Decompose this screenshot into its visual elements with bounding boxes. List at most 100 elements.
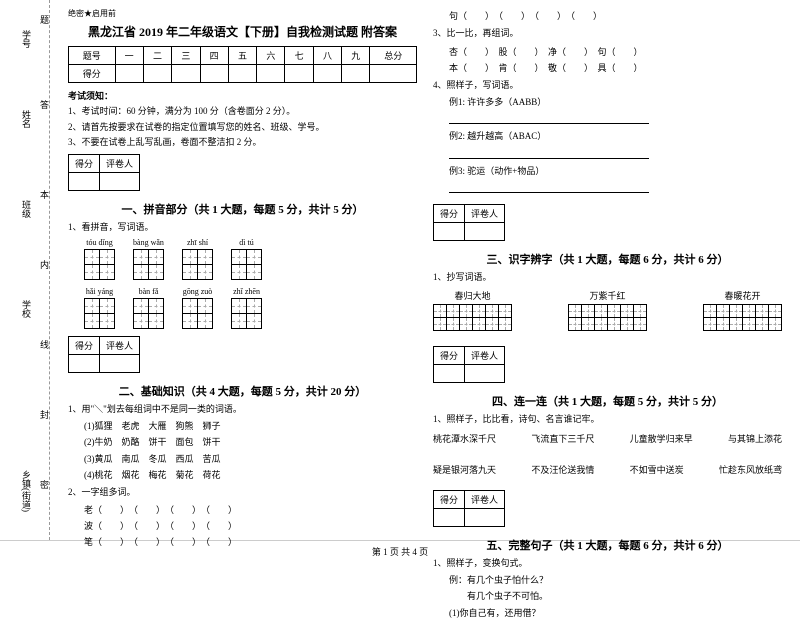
section-title: 二、基础知识（共 4 大题，每题 5 分，共计 20 分） xyxy=(68,383,417,399)
instructions-title: 考试须知： xyxy=(68,89,417,102)
char-grid xyxy=(133,298,164,329)
pinyin-item: zhǐ zhēn xyxy=(231,287,262,332)
score-box: 得分评卷人 xyxy=(433,346,505,383)
binding-mark: 线 xyxy=(38,340,51,349)
pinyin-item: gōng zuò xyxy=(182,287,213,332)
cell: 评卷人 xyxy=(100,154,140,172)
pinyin-row: hǎi yáng bàn fǎ gōng zuò zhǐ zhēn xyxy=(68,287,417,332)
pinyin: zhǐ zhēn xyxy=(231,287,262,296)
char-grid xyxy=(231,298,262,329)
binding-label: 姓名 xyxy=(20,110,33,128)
char-grid xyxy=(133,249,164,280)
table-row: 题号 一 二 三 四 五 六 七 八 九 总分 xyxy=(69,47,417,65)
write-line xyxy=(449,147,649,159)
example-text: 例1: 许许多多（AABB） xyxy=(449,97,546,107)
match-item: 忙趁东风放纸鸢 xyxy=(719,463,782,476)
section-title: 四、连一连（共 1 大题，每题 5 分，共计 5 分） xyxy=(433,393,782,409)
copy-item: 春暖花开 xyxy=(703,289,782,334)
score-box: 得分评卷人 xyxy=(68,336,140,373)
binding-label: 学校 xyxy=(20,300,33,318)
fill-line: 句（ ） （ ） （ ） （ ） xyxy=(433,8,782,24)
cell: 五 xyxy=(228,47,256,65)
char-grid xyxy=(84,249,115,280)
instruction-item: 3、不要在试卷上乱写乱画，卷面不整洁扣 2 分。 xyxy=(68,136,417,150)
pinyin: bàn fǎ xyxy=(133,287,164,296)
fill-line: 波（ ） （ ） （ ） （ ） xyxy=(68,518,417,534)
pinyin-item: zhī shí xyxy=(182,238,213,283)
char-grid xyxy=(568,304,647,331)
cell: 八 xyxy=(313,47,341,65)
question-text: 3、比一比，再组词。 xyxy=(433,27,782,41)
example-text: 例2: 越升越高（ABAC） xyxy=(449,131,546,141)
cell: 评卷人 xyxy=(100,337,140,355)
word-label: 春归大地 xyxy=(433,289,512,302)
binding-mark: 本 xyxy=(38,190,51,199)
pinyin-row: tóu dǐng bàng wǎn zhī shí dì tú xyxy=(68,238,417,283)
cell: 得分 xyxy=(434,346,465,364)
match-item: 疑是银河落九天 xyxy=(433,463,496,476)
word-label: 万紫千红 xyxy=(568,289,647,302)
cell: 得分 xyxy=(434,205,465,223)
pinyin: bàng wǎn xyxy=(133,238,164,247)
question-text: 1、用"＼"划去每组词中不是同一类的词语。 xyxy=(68,403,417,417)
question-text: 1、看拼音，写词语。 xyxy=(68,221,417,235)
pinyin: zhī shí xyxy=(182,238,213,247)
binding-label: 乡镇(街道) xyxy=(20,470,33,512)
cell: 四 xyxy=(200,47,228,65)
cell: 评卷人 xyxy=(465,346,505,364)
char-grid xyxy=(703,304,782,331)
score-summary-table: 题号 一 二 三 四 五 六 七 八 九 总分 得分 xyxy=(68,46,417,83)
binding-label: 学号 xyxy=(20,30,33,48)
section-title: 一、拼音部分（共 1 大题，每题 5 分，共计 5 分） xyxy=(68,201,417,217)
question-text: 2、一字组多词。 xyxy=(68,486,417,500)
example: 例3: 驼运（动作+物品） xyxy=(433,165,782,179)
word-label: 春暖花开 xyxy=(703,289,782,302)
page-container: 学号 姓名 班级 学校 乡镇(街道) 题 答 本 内 线 封 密 绝密★启用前 … xyxy=(0,0,800,540)
pinyin: hǎi yáng xyxy=(84,287,115,296)
pinyin: gōng zuò xyxy=(182,287,213,296)
secret-mark: 绝密★启用前 xyxy=(68,8,417,19)
option: (1)狐狸 老虎 大雁 狗熊 狮子 xyxy=(68,420,417,434)
score-box: 得分评卷人 xyxy=(433,490,505,527)
section-title: 五、完整句子（共 1 大题，每题 6 分，共计 6 分） xyxy=(433,537,782,553)
question-text: 4、照样子，写词语。 xyxy=(433,79,782,93)
pinyin-item: tóu dǐng xyxy=(84,238,115,283)
cell: 三 xyxy=(172,47,200,65)
right-column: 句（ ） （ ） （ ） （ ） 3、比一比，再组词。 杏（ ） 股（ ） 净（… xyxy=(425,8,790,532)
pinyin: dì tú xyxy=(231,238,262,247)
example: 例：有几个虫子怕什么？ xyxy=(433,574,782,588)
cell: 六 xyxy=(257,47,285,65)
cell: 得分 xyxy=(69,65,116,83)
pinyin: tóu dǐng xyxy=(84,238,115,247)
match-item: 不及汪伦送我情 xyxy=(531,463,594,476)
score-box: 得分评卷人 xyxy=(433,204,505,241)
binding-mark: 题 xyxy=(38,15,51,24)
option: (3)黄瓜 南瓜 冬瓜 西瓜 苦瓜 xyxy=(68,453,417,467)
binding-mark: 封 xyxy=(38,410,51,419)
pinyin-item: dì tú xyxy=(231,238,262,283)
option: (2)牛奶 奶酪 饼干 面包 饼干 xyxy=(68,436,417,450)
binding-margin: 学号 姓名 班级 学校 乡镇(街道) 题 答 本 内 线 封 密 xyxy=(0,0,50,540)
option: (4)桃花 烟花 梅花 菊花 荷花 xyxy=(68,469,417,483)
char-grid xyxy=(433,304,512,331)
copy-row: 春归大地 万紫千红 春暖花开 xyxy=(433,289,782,334)
pinyin-item: bàn fǎ xyxy=(133,287,164,332)
match-item: 与其锦上添花 xyxy=(728,432,782,445)
fill-line: 杏（ ） 股（ ） 净（ ） 句（ ） xyxy=(433,44,782,60)
cell: 评卷人 xyxy=(465,491,505,509)
section-title: 三、识字辨字（共 1 大题，每题 6 分，共计 6 分） xyxy=(433,251,782,267)
cell: 题号 xyxy=(69,47,116,65)
table-row: 得分 xyxy=(69,65,417,83)
score-box: 得分评卷人 xyxy=(68,154,140,191)
fill-line: 老（ ） （ ） （ ） （ ） xyxy=(68,502,417,518)
example-text: 例3: 驼运（动作+物品） xyxy=(449,166,544,176)
write-line xyxy=(449,112,649,124)
cell: 得分 xyxy=(434,491,465,509)
instructions-block: 考试须知： 1、考试时间：60 分钟，满分为 100 分（含卷面分 2 分）。 … xyxy=(68,89,417,150)
char-grid xyxy=(231,249,262,280)
match-item: 儿童散学归来早 xyxy=(630,432,693,445)
cell: 得分 xyxy=(69,154,100,172)
match-item: 桃花潭水深千尺 xyxy=(433,432,496,445)
cell: 九 xyxy=(342,47,370,65)
question-text: 1、抄写词语。 xyxy=(433,271,782,285)
